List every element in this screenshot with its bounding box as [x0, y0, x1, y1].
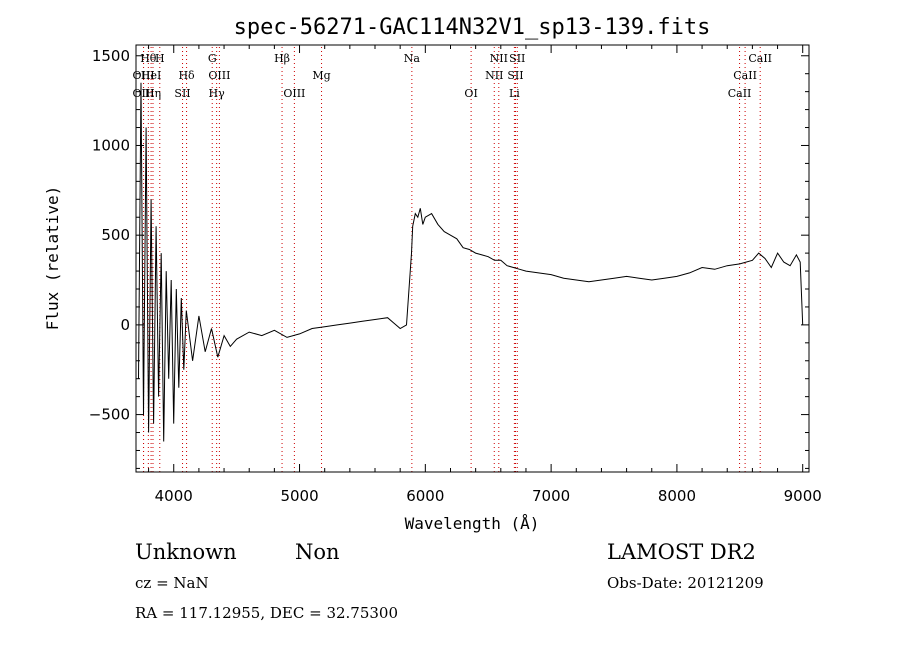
line-label-2: OIII — [133, 87, 155, 100]
object-class: Unknown — [135, 540, 237, 564]
survey-name: LAMOST DR2 — [607, 540, 756, 564]
xtick-label-9000: 9000 — [784, 487, 822, 505]
ytick-label--500: −500 — [89, 406, 130, 424]
axis-ticks — [136, 45, 809, 472]
ra-dec: RA = 117.12955, DEC = 32.75300 — [135, 604, 399, 622]
line-label-8: G — [208, 52, 217, 65]
x-tick-labels: 4000 5000 6000 7000 8000 9000 — [155, 487, 822, 505]
line-label-0: Hθ — [140, 52, 157, 65]
spectrum-line — [138, 82, 804, 442]
line-label-21: CaII — [748, 52, 772, 65]
line-label-11: Hβ — [274, 52, 290, 65]
line-label-10: Hγ — [209, 87, 226, 100]
redshift-cz: cz = NaN — [135, 574, 209, 592]
ytick-label-500: 500 — [101, 226, 130, 244]
xtick-label-7000: 7000 — [532, 487, 570, 505]
line-label-5: Hη — [145, 87, 161, 100]
ytick-label-1500: 1500 — [92, 47, 130, 65]
emission-line-markers — [143, 47, 761, 472]
line-label-4: HeI — [141, 69, 161, 82]
line-label-19: SII — [507, 69, 523, 82]
line-label-14: Na — [404, 52, 421, 65]
xtick-label-4000: 4000 — [155, 487, 193, 505]
line-label-15: OI — [464, 87, 477, 100]
ytick-label-1000: 1000 — [92, 136, 130, 154]
y-axis-label: Flux (relative) — [43, 186, 62, 331]
line-label-7: SII — [174, 87, 190, 100]
line-label-6: Hδ — [178, 69, 195, 82]
line-label-12: OIII — [283, 87, 305, 100]
emission-line-labels: HθOIIIOIIIHHeIHηHδSIIGOIIIHγHβOIIIMgNaOI… — [133, 52, 773, 100]
line-label-3: H — [155, 52, 165, 65]
line-label-17: NII — [485, 69, 503, 82]
x-axis-label: Wavelength (Å) — [405, 514, 540, 533]
y-tick-labels: −500 0 500 1000 1500 — [89, 47, 130, 424]
line-label-13: Mg — [312, 69, 330, 82]
plot-frame — [135, 44, 810, 473]
obs-date: Obs-Date: 20121209 — [607, 574, 764, 592]
line-label-1: OIII — [133, 69, 155, 82]
line-label-18: SII — [509, 52, 525, 65]
object-subclass: Non — [295, 540, 340, 564]
line-label-23: CaII — [728, 87, 752, 100]
line-label-16: NII — [490, 52, 508, 65]
chart-title: spec-56271-GAC114N32V1_sp13-139.fits — [234, 15, 711, 40]
ytick-label-0: 0 — [120, 316, 130, 334]
xtick-label-6000: 6000 — [406, 487, 444, 505]
xtick-label-5000: 5000 — [280, 487, 318, 505]
line-label-20: Li — [509, 87, 520, 100]
xtick-label-8000: 8000 — [658, 487, 696, 505]
line-label-9: OIII — [208, 69, 230, 82]
line-label-22: CaII — [733, 69, 757, 82]
